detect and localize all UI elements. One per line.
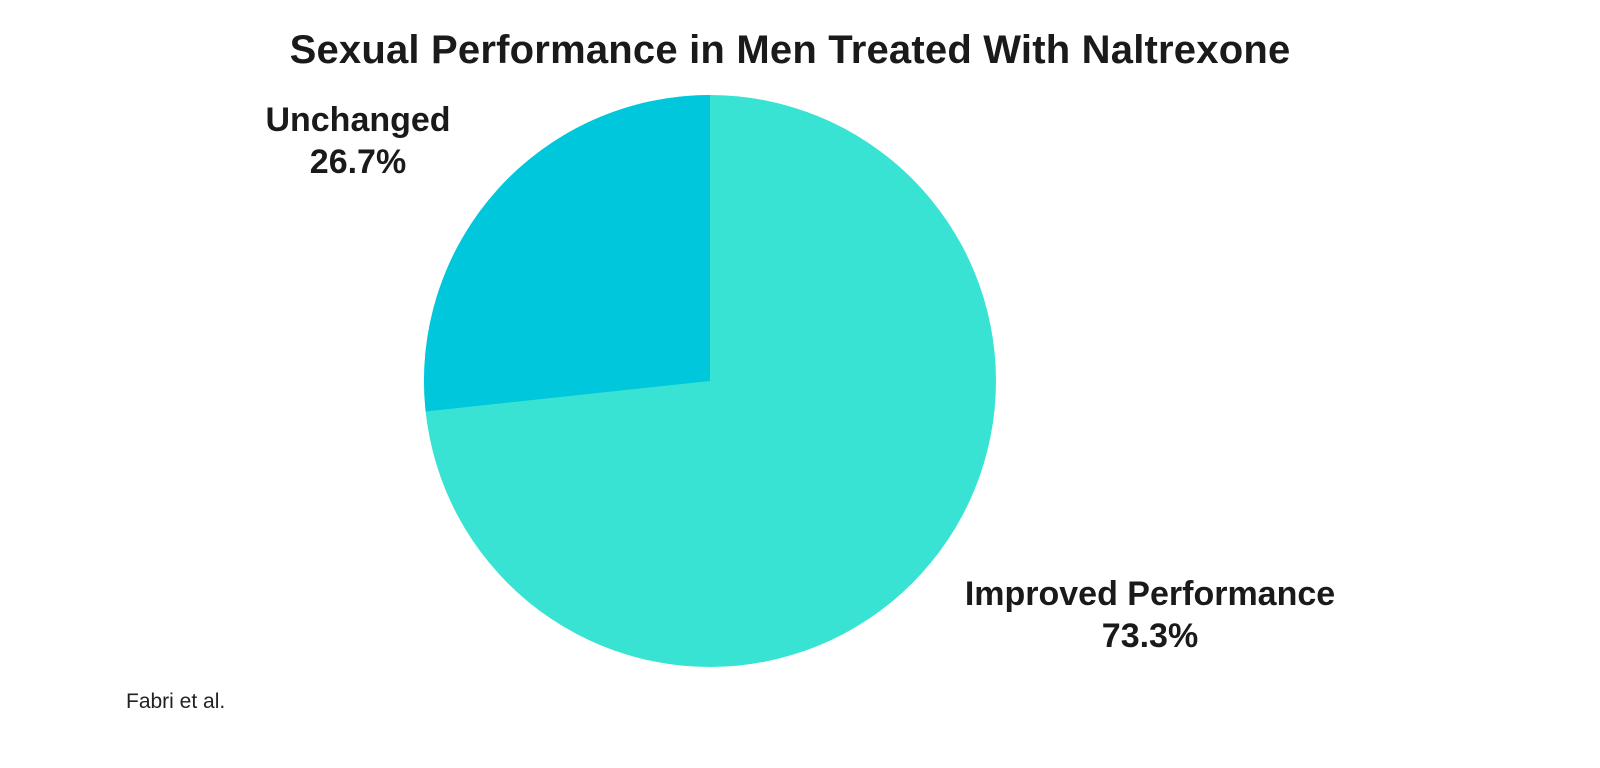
label-improved-pct: 73.3% bbox=[1101, 617, 1199, 655]
label-improved-name: Improved Performance bbox=[964, 575, 1336, 613]
label-unchanged: Unchanged 26.7% bbox=[265, 99, 450, 183]
label-unchanged-pct: 26.7% bbox=[309, 143, 407, 181]
pie-chart bbox=[424, 95, 996, 667]
label-unchanged-name: Unchanged bbox=[265, 101, 451, 139]
pie-slice-unchanged bbox=[424, 95, 710, 412]
label-improved: Improved Performance 73.3% bbox=[965, 573, 1335, 657]
chart-title: Sexual Performance in Men Treated With N… bbox=[289, 28, 1291, 72]
source-citation: Fabri et al. bbox=[126, 690, 226, 713]
